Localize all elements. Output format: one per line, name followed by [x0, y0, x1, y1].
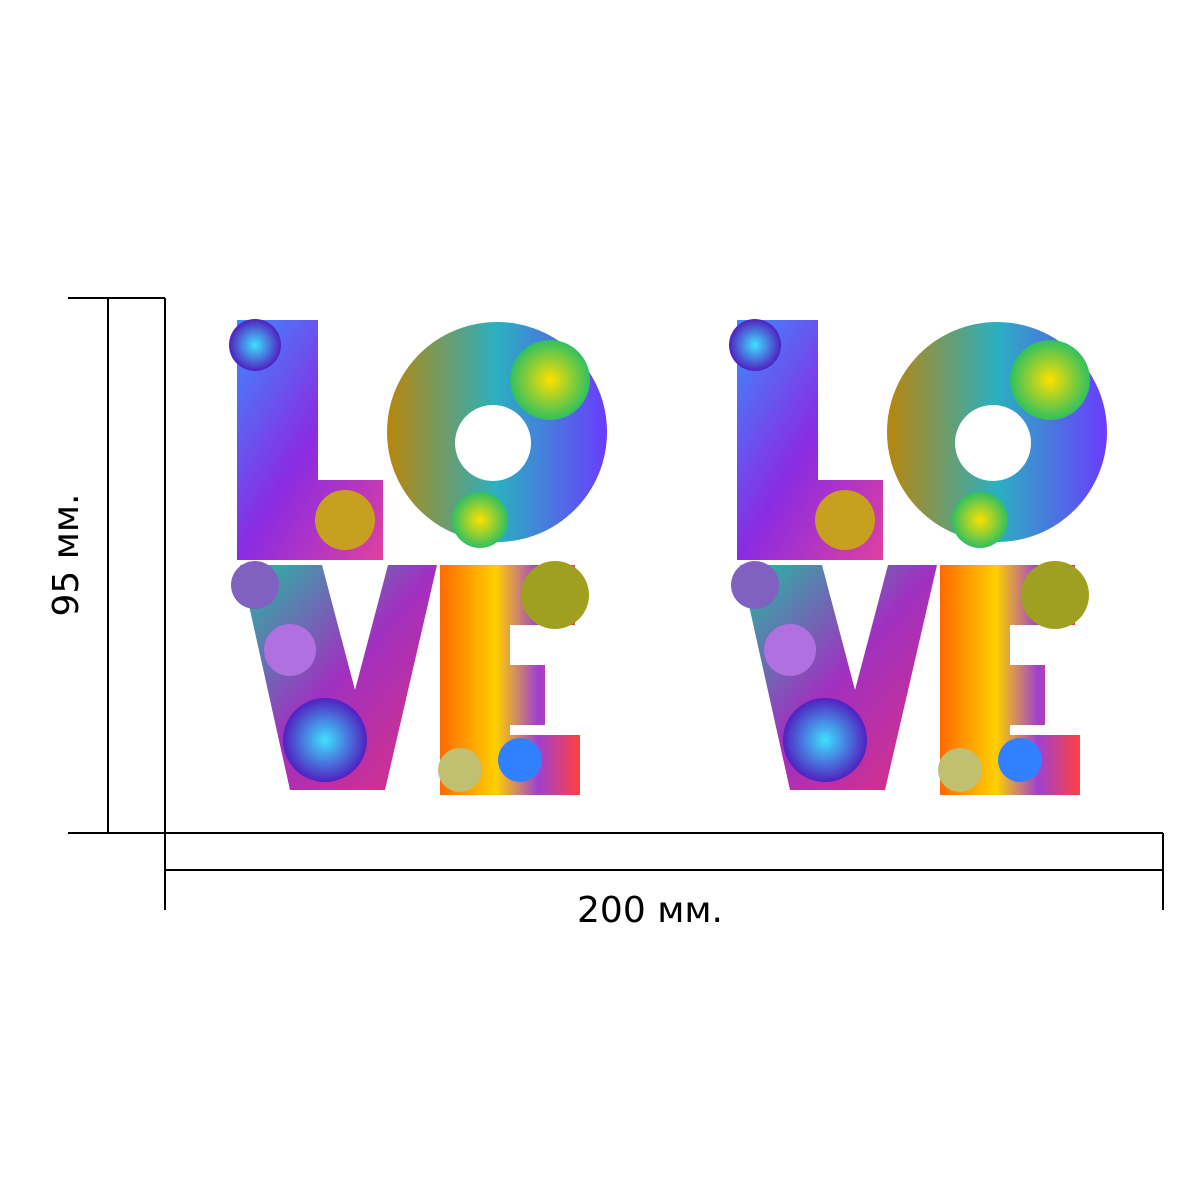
artwork: [229, 319, 1107, 795]
height-label: 95 мм.: [46, 493, 87, 616]
width-dimension: 200 мм.: [164, 832, 1164, 931]
width-label: 200 мм.: [577, 890, 723, 931]
height-dimension: 95 мм.: [46, 297, 166, 834]
